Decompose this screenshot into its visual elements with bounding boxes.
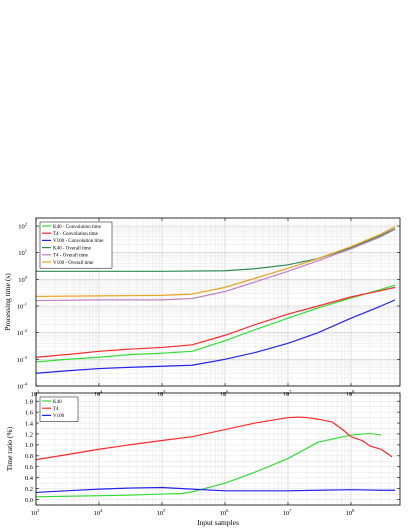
x-tick-label: 107 — [283, 508, 293, 517]
x-tick-label: 103 — [31, 508, 41, 517]
legend-entry: K40 - Overall time — [53, 246, 92, 251]
y-tick-label: 0.8 — [25, 453, 33, 460]
legend-entry: K40 — [53, 400, 62, 405]
legend-entry: T4 — [53, 407, 59, 412]
series-line — [36, 416, 393, 461]
y-axis-label: Processing time (s) — [3, 273, 12, 331]
y-tick-label: 0.2 — [25, 486, 33, 493]
y-tick-label: 10-1 — [17, 302, 27, 311]
series-line — [36, 284, 396, 363]
plot-frame — [35, 392, 401, 506]
x-tick-label: 106 — [220, 508, 230, 517]
y-tick-label: 0.6 — [25, 464, 34, 471]
y-tick-label: 1.6 — [25, 409, 34, 416]
processing-time-panel: 103 104 105 106 107 108 10-4 10-3 10-2 10-1 100 101… — [3, 217, 401, 398]
x-tick-label: 108 — [346, 508, 356, 517]
grid — [35, 393, 401, 505]
y-tick-label: 10-2 — [17, 328, 27, 337]
series-line — [36, 299, 396, 374]
y-tick-label: 100 — [18, 275, 28, 284]
y-tick-label: 101 — [18, 248, 27, 257]
legend-entry: V100 — [53, 414, 65, 419]
y-tick-label: 0.0 — [25, 497, 33, 504]
legend-box — [39, 221, 113, 269]
x-tick-label: 104 — [94, 389, 104, 398]
series-line — [36, 226, 396, 297]
y-tick-label: 102 — [18, 222, 27, 231]
series-line — [36, 286, 396, 358]
x-tick-label: 105 — [157, 389, 167, 398]
y-tick-label: 1.0 — [25, 442, 33, 449]
x-tick-label: 107 — [283, 389, 293, 398]
x-tick-label: 108 — [346, 389, 356, 398]
x-tick-label: 104 — [94, 508, 104, 517]
y-tick-label: 0.4 — [25, 475, 34, 482]
legend-entry: T4 - Overall time — [53, 254, 89, 259]
series-line — [36, 228, 396, 302]
series-line — [36, 486, 396, 494]
x-tick-label: 103 — [31, 389, 41, 398]
y-axis-label: Time ratio (%) — [5, 426, 14, 471]
series-line — [36, 432, 382, 498]
y-tick-label: 10-3 — [17, 355, 28, 364]
legend-entry: T4 - Convolution time — [53, 232, 99, 237]
x-tick-label: 106 — [220, 389, 230, 398]
legend-entry: V100 - Overall time — [53, 261, 94, 266]
x-axis-label: Input samples — [197, 518, 239, 527]
plot-frame — [35, 217, 401, 387]
x-tick-label: 105 — [157, 508, 167, 517]
y-tick-label: 10-4 — [17, 382, 28, 391]
time-ratio-panel: 103 104 105 106 107 108 0.0 0.2 0.4 0.6 0.8 1.0 1.2 1… — [5, 392, 401, 527]
series-line — [36, 228, 396, 272]
legend-entry: V100 - Convolution time — [53, 239, 104, 244]
y-tick-label: 1.8 — [25, 398, 33, 405]
y-tick-label: 1.4 — [25, 420, 34, 427]
y-tick-label: 1.2 — [25, 431, 33, 438]
legend-entry: K40 - Convolution time — [53, 225, 102, 230]
